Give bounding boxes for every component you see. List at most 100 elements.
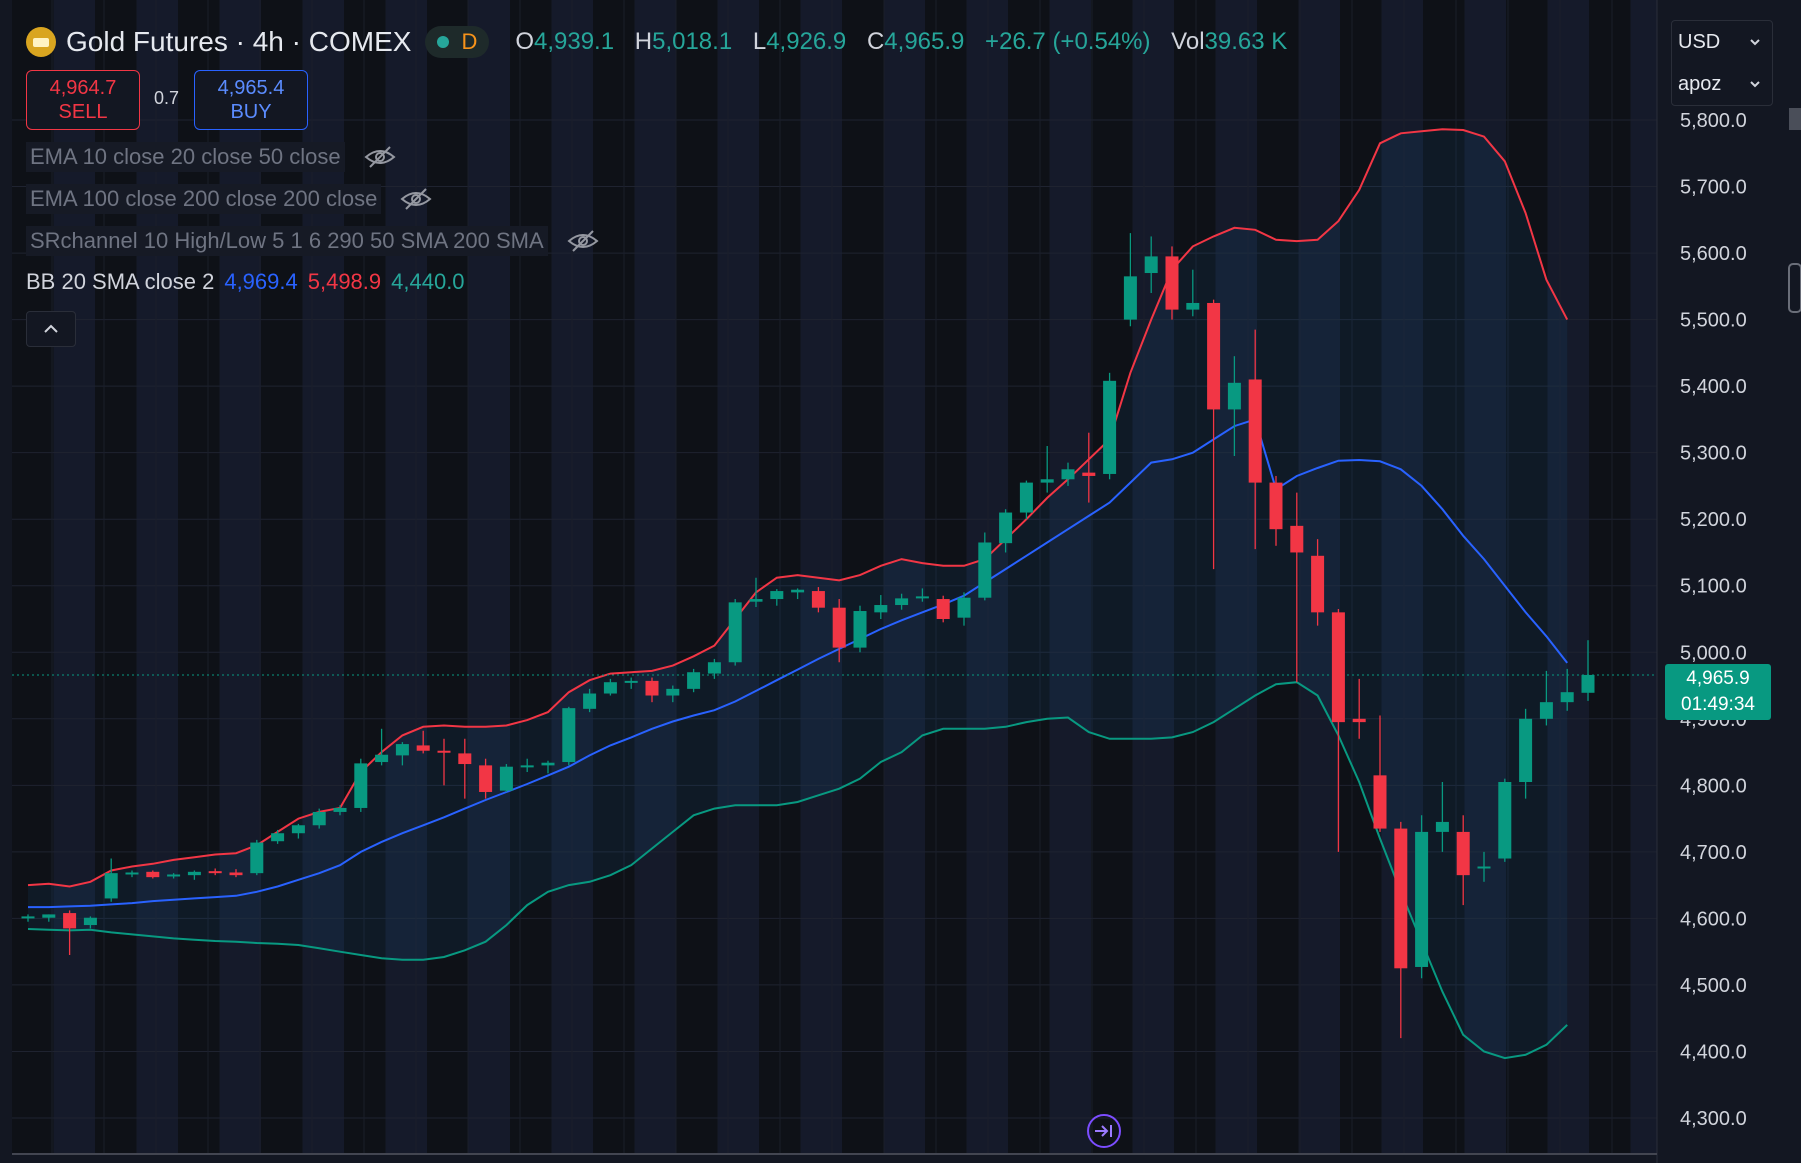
candle[interactable]: [312, 808, 326, 829]
candle[interactable]: [354, 758, 368, 812]
candle[interactable]: [832, 599, 846, 663]
candle[interactable]: [1040, 446, 1054, 493]
candle[interactable]: [1435, 782, 1449, 852]
candle[interactable]: [1519, 708, 1533, 799]
candle[interactable]: [583, 688, 597, 713]
candle[interactable]: [1477, 851, 1491, 882]
candle[interactable]: [1061, 462, 1075, 486]
candle[interactable]: [978, 532, 992, 601]
candle[interactable]: [1331, 609, 1345, 852]
candle[interactable]: [479, 758, 493, 799]
candle[interactable]: [1539, 670, 1553, 726]
symbol-title[interactable]: Gold Futures · 4h · COMEX: [66, 26, 412, 57]
candle[interactable]: [416, 730, 430, 754]
candle[interactable]: [645, 677, 659, 703]
currency-selector[interactable]: USD: [1672, 23, 1770, 61]
candle[interactable]: [1227, 356, 1241, 456]
candle[interactable]: [1144, 236, 1158, 293]
candle[interactable]: [42, 914, 56, 922]
candle[interactable]: [104, 858, 118, 902]
candle[interactable]: [520, 758, 534, 773]
candle[interactable]: [1581, 640, 1595, 701]
eye-off-icon[interactable]: [566, 228, 600, 254]
candle[interactable]: [728, 599, 742, 666]
indicator-srchannel[interactable]: SRchannel 10 High/Low 5 1 6 290 50 SMA 2…: [26, 226, 600, 256]
candle[interactable]: [395, 742, 409, 766]
candle[interactable]: [1186, 269, 1200, 317]
candle[interactable]: [1082, 432, 1096, 503]
candle[interactable]: [63, 910, 77, 955]
scroll-to-realtime-button[interactable]: [1087, 1114, 1121, 1148]
candle[interactable]: [791, 588, 805, 600]
candle[interactable]: [21, 914, 35, 922]
candle[interactable]: [936, 595, 950, 623]
indicator-ema-1[interactable]: EMA 10 close 20 close 50 close: [26, 142, 397, 172]
spread-value: 0.7: [154, 88, 180, 108]
candle[interactable]: [1103, 372, 1117, 480]
candle[interactable]: [437, 738, 451, 786]
gold-bars-icon[interactable]: [26, 27, 56, 57]
candle[interactable]: [770, 589, 784, 606]
eye-off-icon[interactable]: [399, 186, 433, 212]
candle[interactable]: [333, 805, 347, 816]
candle[interactable]: [687, 668, 701, 693]
axis-handle[interactable]: [1788, 263, 1801, 313]
candle[interactable]: [458, 738, 472, 799]
candle[interactable]: [271, 829, 285, 844]
candle[interactable]: [1019, 480, 1033, 520]
candle[interactable]: [1394, 821, 1408, 1039]
indicator-ema-2[interactable]: EMA 100 close 200 close 200 close: [26, 184, 433, 214]
candle[interactable]: [1248, 329, 1262, 550]
candle[interactable]: [895, 593, 909, 610]
candle[interactable]: [125, 870, 139, 878]
sell-button[interactable]: 4,964.7 SELL: [26, 70, 140, 130]
candle[interactable]: [749, 577, 763, 608]
candle[interactable]: [1165, 246, 1179, 320]
candle[interactable]: [229, 869, 243, 878]
scroll-to-realtime-icon: [1095, 1125, 1112, 1137]
candle[interactable]: [250, 839, 264, 876]
candle[interactable]: [208, 868, 222, 876]
candle-body: [167, 874, 181, 877]
candle[interactable]: [874, 595, 888, 619]
candle[interactable]: [1560, 668, 1574, 711]
candle[interactable]: [1311, 539, 1325, 626]
candle[interactable]: [707, 658, 721, 679]
buy-button[interactable]: 4,965.4 BUY: [194, 70, 308, 130]
candle[interactable]: [603, 678, 617, 696]
candle[interactable]: [83, 916, 97, 929]
candle[interactable]: [1415, 815, 1429, 979]
candle[interactable]: [853, 605, 867, 653]
candle[interactable]: [291, 823, 305, 839]
candle[interactable]: [499, 764, 513, 792]
candle[interactable]: [957, 592, 971, 626]
candle[interactable]: [1456, 815, 1470, 906]
indicator-bollinger[interactable]: BB 20 SMA close 2 4,969.4 5,498.9 4,440.…: [26, 269, 465, 295]
price-axis[interactable]: 5,800.0 5,700.0 5,600.0 5,500.0 5,400.0 5,300…: [1680, 110, 1747, 1130]
candle[interactable]: [1352, 678, 1366, 739]
candle[interactable]: [1269, 475, 1283, 546]
candle[interactable]: [541, 760, 555, 774]
sell-label: SELL: [58, 101, 108, 123]
candle[interactable]: [562, 706, 576, 766]
market-status-pill[interactable]: D: [425, 26, 490, 58]
candle[interactable]: [999, 509, 1013, 553]
candle[interactable]: [375, 728, 389, 766]
candle[interactable]: [1498, 778, 1512, 862]
candle[interactable]: [1123, 233, 1137, 327]
candle[interactable]: [666, 685, 680, 703]
legend-collapse-button[interactable]: [26, 311, 76, 347]
candle[interactable]: [1290, 492, 1304, 683]
axis-scroll-marker[interactable]: [1789, 108, 1801, 130]
candle[interactable]: [811, 587, 825, 613]
candle[interactable]: [915, 588, 929, 602]
eye-off-icon[interactable]: [363, 144, 397, 170]
candle[interactable]: [167, 873, 181, 879]
candle[interactable]: [146, 870, 160, 879]
scale-selector[interactable]: apoz: [1672, 65, 1770, 103]
candle[interactable]: [187, 870, 201, 880]
candle[interactable]: [1207, 299, 1221, 570]
candle[interactable]: [1373, 715, 1387, 832]
candle[interactable]: [624, 677, 638, 689]
